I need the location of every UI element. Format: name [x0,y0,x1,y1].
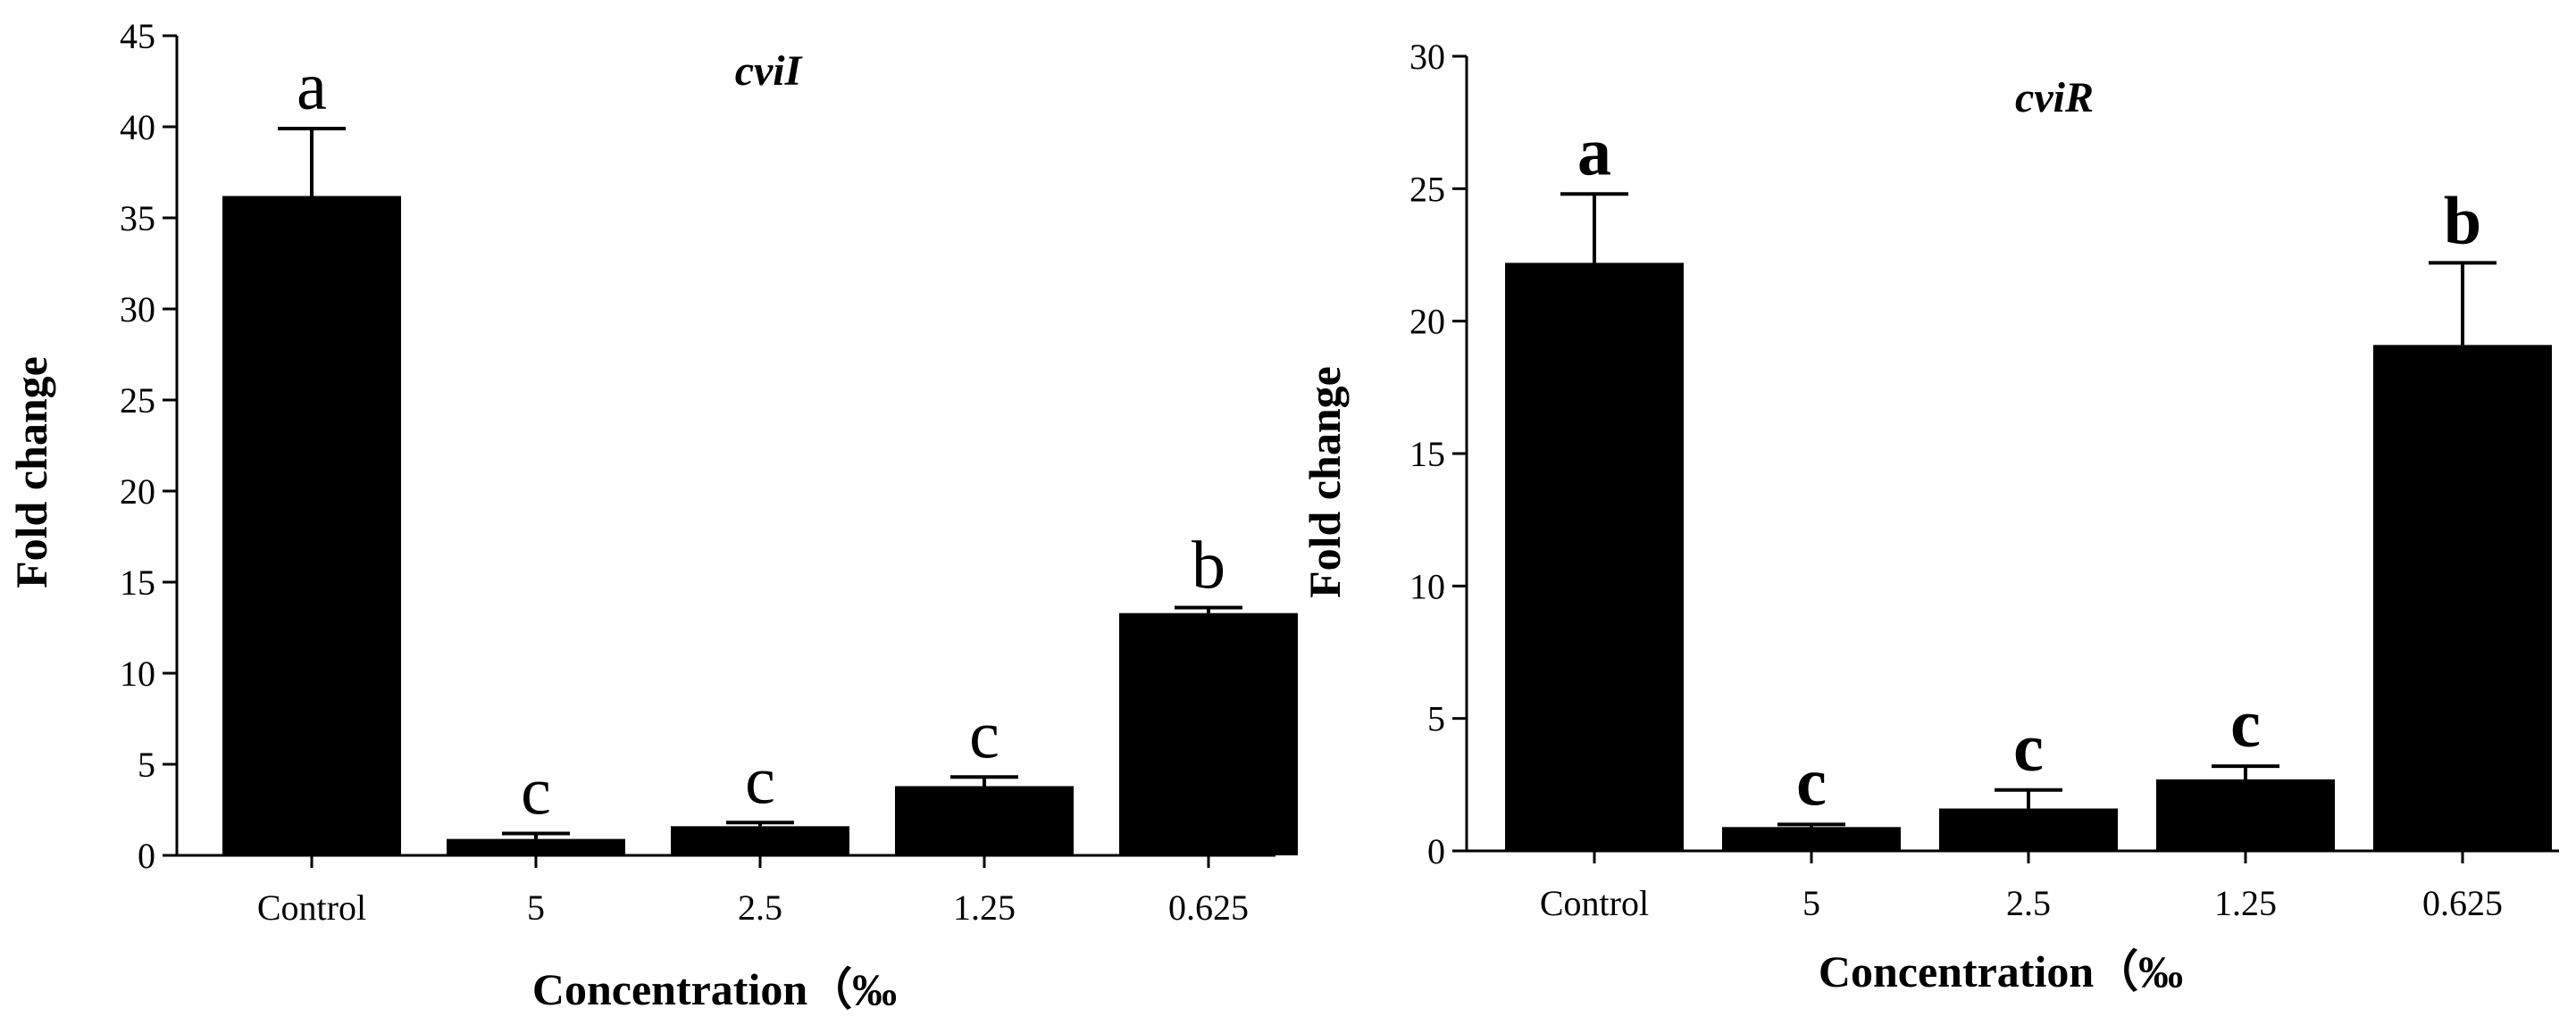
y-tick-label: 0 [1427,831,1445,871]
significance-label: a [1577,114,1611,189]
significance-label: c [1796,745,1827,820]
y-tick-label: 40 [120,107,155,147]
y-tick-label: 45 [120,16,155,56]
chart-title: cviR [2015,74,2094,121]
significance-label: b [2444,183,2481,258]
x-tick-label: 2.5 [738,888,782,928]
y-tick-label: 15 [1409,434,1445,474]
y-axis-title: Fold change [1300,366,1350,598]
significance-label: c [2230,687,2261,762]
y-tick-label: 0 [138,836,155,876]
x-tick-label: Control [1540,883,1649,923]
y-tick-label: 20 [120,471,155,512]
significance-label: a [297,49,327,124]
x-tick-label: 0.625 [1168,888,1249,928]
x-tick-label: 2.5 [2006,883,2051,923]
significance-label: c [745,743,775,818]
y-tick-label: 25 [1409,169,1445,209]
significance-label: c [521,754,551,829]
x-tick-label: Control [257,888,366,928]
chart-cviI: 0 5 10 15 20 25 30 35 40 45 a Control c 5 c 2.5 c 1.25 b 0.… [6,16,1298,1014]
y-tick-label: 30 [1409,37,1445,77]
x-axis-title: Concentration（‰ [1819,946,2183,996]
x-tick-label: 5 [1802,883,1820,923]
y-tick-label: 10 [120,654,155,694]
x-tick-label: 0.625 [2422,883,2503,923]
bar-2.5 [1939,808,2118,851]
x-tick-label: 1.25 [953,888,1016,928]
y-tick-label: 5 [1427,699,1445,739]
bar-2.5 [671,826,849,855]
x-tick-label: 1.25 [2214,883,2277,923]
chart-cviR: 0 5 10 15 20 25 30 a Control c 5 c 2.5 c 1.25 b 0.625 cvi… [1300,37,2559,996]
bar-1.25 [895,786,1074,855]
y-tick-label: 5 [138,745,155,785]
x-axis-title: Concentration（‰ [532,964,897,1014]
x-tick-label: 5 [527,888,545,928]
significance-label: c [2013,711,2044,786]
significance-label: b [1192,529,1225,604]
y-tick-label: 35 [120,198,155,238]
bar-0.625 [1119,612,1298,855]
y-tick-label: 10 [1409,566,1445,606]
y-axis-title: Fold change [6,356,56,588]
y-tick-label: 25 [120,380,155,421]
y-tick-label: 15 [120,562,155,603]
y-tick-label: 20 [1409,302,1445,342]
bar-5 [447,838,625,855]
bar-Control [1505,262,1684,851]
bar-Control [222,196,401,855]
bar-1.25 [2156,779,2335,851]
significance-label: c [969,697,999,772]
y-tick-label: 30 [120,289,155,329]
chart-title: cviI [735,47,804,95]
bar-5 [1722,827,1901,851]
bar-0.625 [2373,345,2552,851]
